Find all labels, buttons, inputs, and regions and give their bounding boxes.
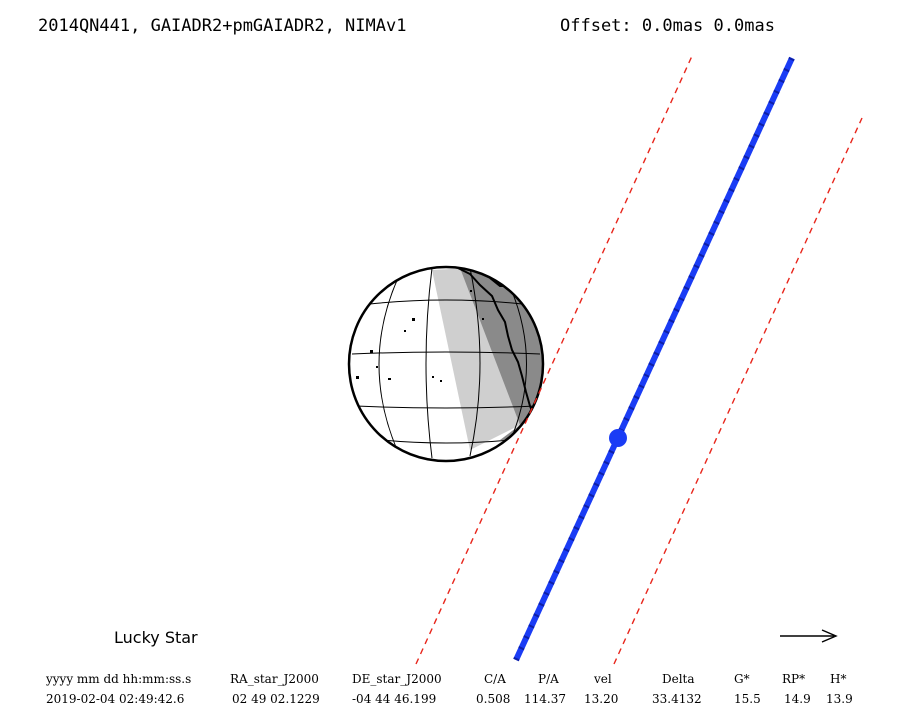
header-vel: vel — [594, 672, 612, 686]
header-delta: Delta — [662, 672, 695, 686]
central-line — [513, 56, 795, 662]
value-ra: 02 49 02.1229 — [232, 692, 320, 706]
value-h: 13.9 — [826, 692, 853, 706]
header-de: DE_star_J2000 — [352, 672, 442, 686]
direction-arrow-icon — [780, 629, 838, 643]
value-ca: 0.508 — [476, 692, 511, 706]
offset-readout: Offset: 0.0mas 0.0mas — [560, 16, 775, 36]
twilight-shade — [432, 268, 520, 450]
value-delta: 33.4132 — [652, 692, 702, 706]
value-vel: 13.20 — [584, 692, 619, 706]
northern-limit-line — [613, 117, 863, 665]
value-datetime: 2019-02-04 02:49:42.6 — [46, 692, 185, 706]
value-pa: 114.37 — [524, 692, 566, 706]
table-header-row: yyyy mm dd hh:mm:ss.s RA_star_J2000 DE_s… — [0, 672, 900, 688]
header-h: H* — [830, 672, 847, 686]
value-de: -04 44 46.199 — [352, 692, 437, 706]
header-ca: C/A — [484, 672, 506, 686]
header-ra: RA_star_J2000 — [230, 672, 319, 686]
earth-globe — [347, 265, 545, 463]
value-rp: 14.9 — [784, 692, 811, 706]
table-value-row: 2019-02-04 02:49:42.6 02 49 02.1229 -04 … — [0, 692, 900, 708]
header-rp: RP* — [782, 672, 806, 686]
header-pa: P/A — [538, 672, 559, 686]
closest-approach-marker — [609, 429, 627, 447]
header-g: G* — [734, 672, 750, 686]
map-title: 2014QN441, GAIADR2+pmGAIADR2, NIMAv1 — [38, 16, 407, 36]
value-g: 15.5 — [734, 692, 761, 706]
lucky-star-label: Lucky Star — [114, 628, 198, 647]
southern-limit-line — [415, 55, 693, 665]
header-datetime: yyyy mm dd hh:mm:ss.s — [46, 672, 192, 686]
